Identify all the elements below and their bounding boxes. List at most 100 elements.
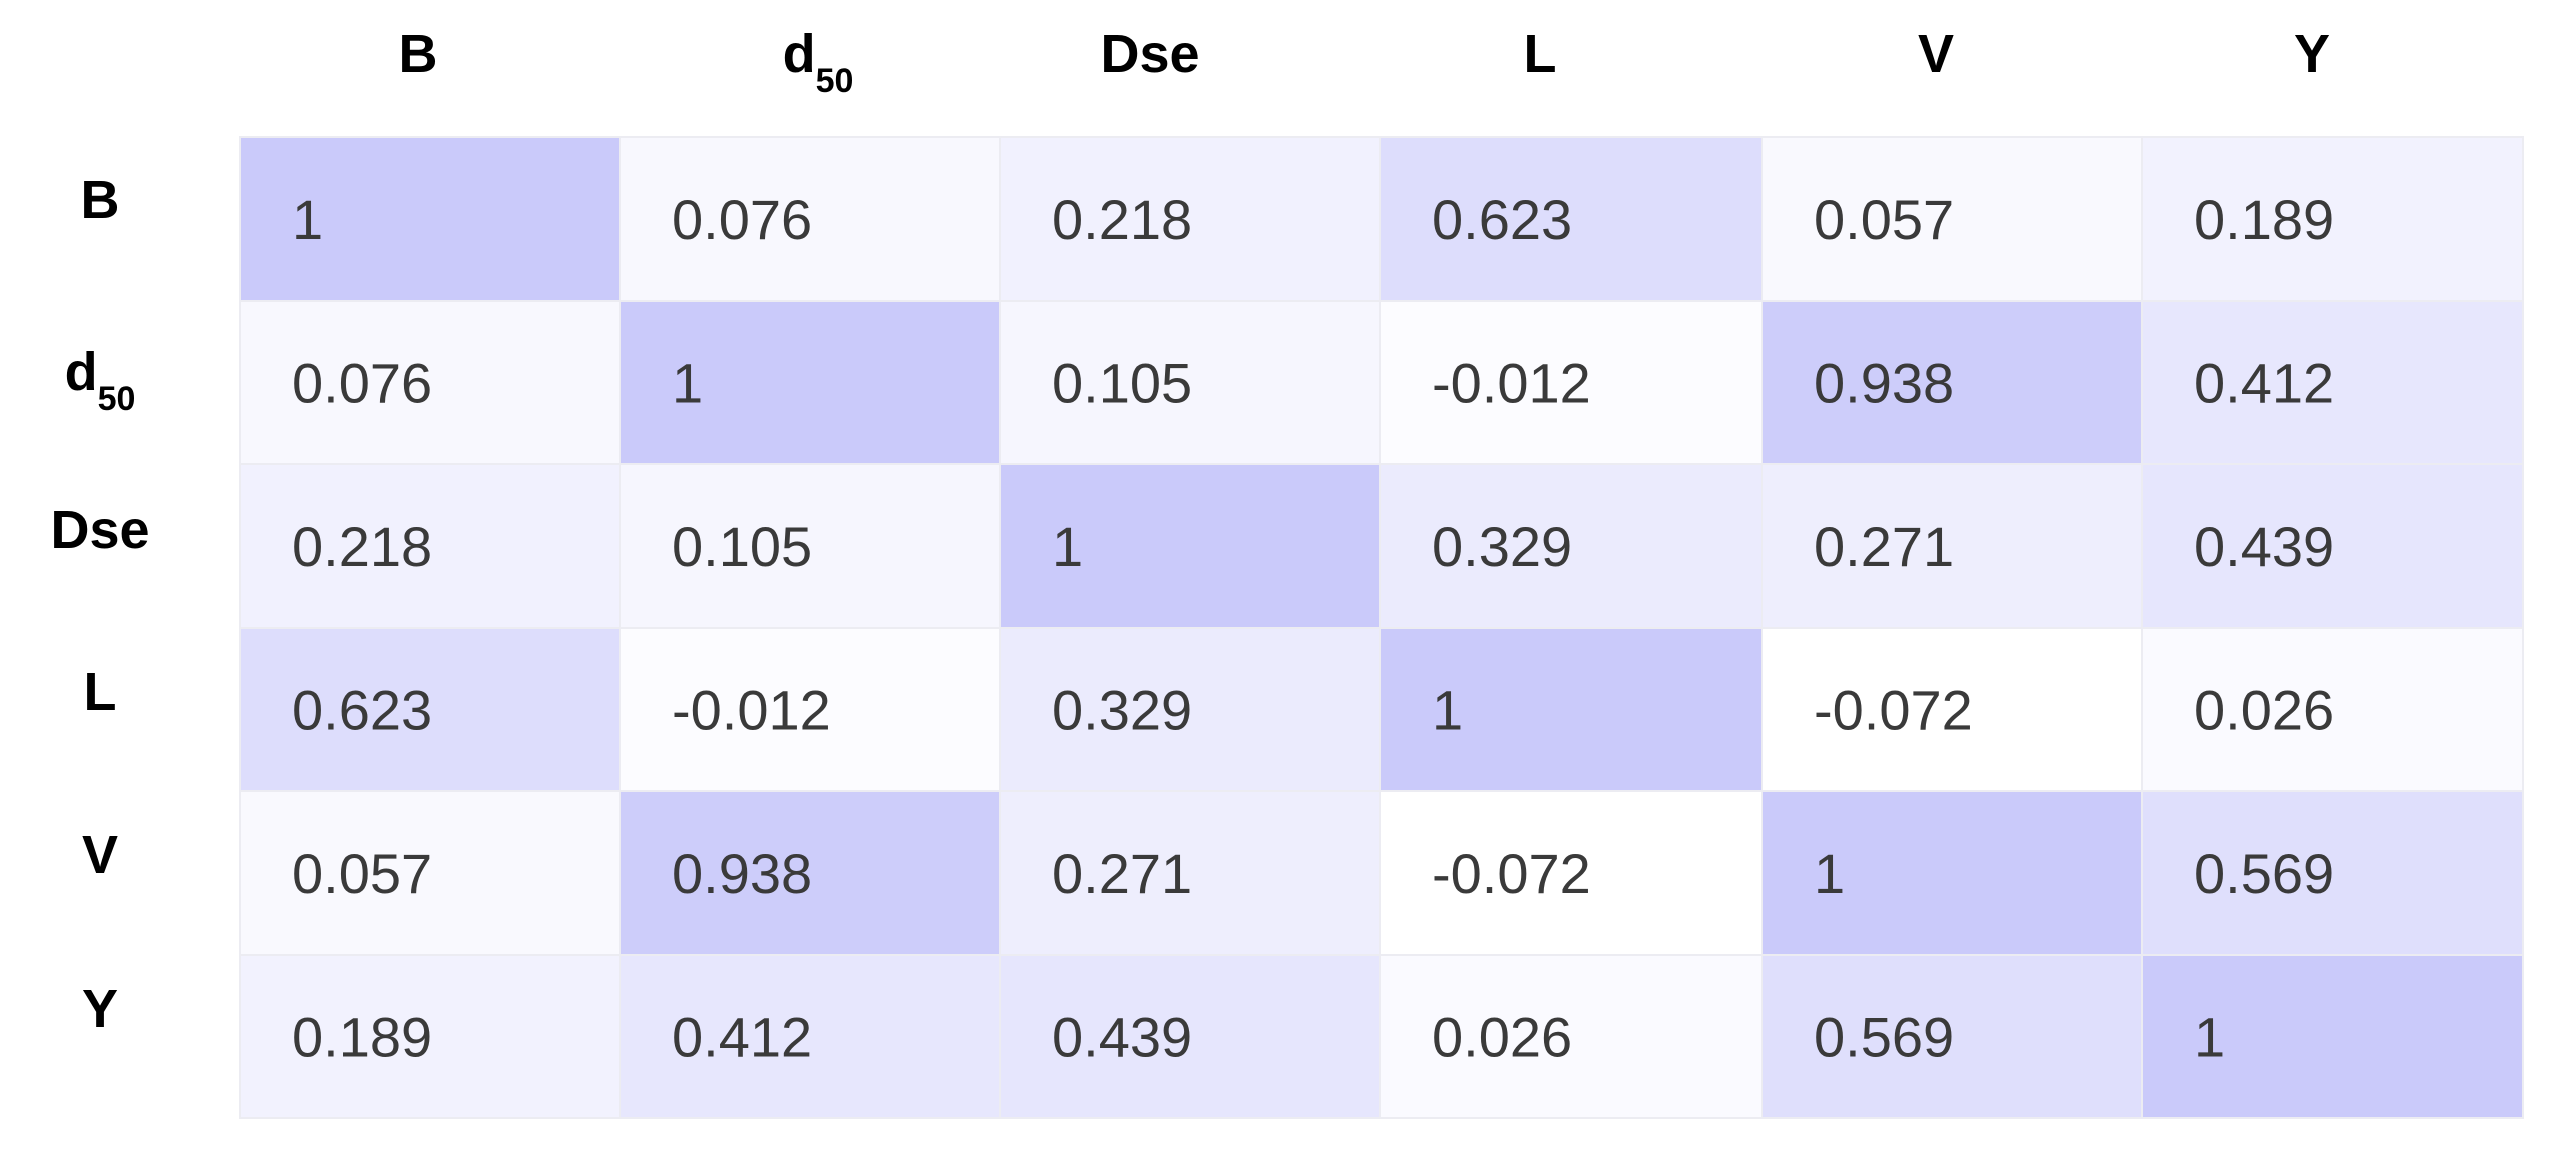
heatmap-cell: -0.012 xyxy=(619,627,1001,792)
heatmap-cell: 0.412 xyxy=(2141,300,2524,465)
heatmap-cell-value: 0.105 xyxy=(672,515,812,578)
heatmap-cell-value: 0.076 xyxy=(672,188,812,251)
heatmap-cell-value: 0.026 xyxy=(1432,1006,1572,1069)
heatmap-cell-value: 0.412 xyxy=(2194,352,2334,415)
heatmap-cell-fill xyxy=(1379,627,1763,792)
heatmap-cell: 0.189 xyxy=(2141,136,2524,302)
heatmap-cell-value: -0.072 xyxy=(1432,842,1591,905)
heatmap-cell-fill xyxy=(999,790,1381,956)
heatmap-cell: 0.439 xyxy=(999,954,1381,1119)
heatmap-cell-value: 0.026 xyxy=(2194,679,2334,742)
heatmap-cell-value: 1 xyxy=(1432,679,1463,742)
heatmap-cell-fill xyxy=(619,300,1001,465)
heatmap-cell: 0.026 xyxy=(1379,954,1763,1119)
heatmap-cell-fill xyxy=(1761,627,2143,792)
heatmap-cell-value: 0.569 xyxy=(2194,842,2334,905)
heatmap-cell-fill xyxy=(1761,790,2143,956)
column-label-main: d xyxy=(783,24,816,84)
heatmap-cell-value: 0.189 xyxy=(2194,188,2334,251)
column-label-main: Y xyxy=(2294,24,2330,84)
row-label-main: V xyxy=(82,825,118,885)
heatmap-cell-value: 0.938 xyxy=(672,842,812,905)
heatmap-cell-fill xyxy=(239,463,621,629)
heatmap-cell-value: 1 xyxy=(2194,1006,2225,1069)
heatmap-cell: 0.938 xyxy=(1761,300,2143,465)
column-label: d50 xyxy=(783,24,854,100)
column-label-main: L xyxy=(1524,24,1557,84)
heatmap-cell-fill xyxy=(999,627,1381,792)
heatmap-cell: 0.329 xyxy=(1379,463,1763,629)
heatmap-cell: 0.218 xyxy=(239,463,621,629)
heatmap-cell: 0.105 xyxy=(999,300,1381,465)
heatmap-cell-value: 0.569 xyxy=(1814,1006,1954,1069)
heatmap-cells: 1 0.076 0.218 0.623 0.057 0.189 0.076 1 0.105 -0.… xyxy=(239,136,2524,1119)
heatmap-cell-fill xyxy=(2141,790,2524,956)
heatmap-cell-fill xyxy=(2141,300,2524,465)
heatmap-cell-value: 0.938 xyxy=(1814,352,1954,415)
heatmap-cell: -0.072 xyxy=(1379,790,1763,956)
heatmap-cell-value: 1 xyxy=(672,352,703,415)
heatmap-cell-value: 0.439 xyxy=(2194,515,2334,578)
heatmap-cell-value: 0.329 xyxy=(1432,515,1572,578)
heatmap-cell-value: 0.057 xyxy=(292,842,432,905)
row-label-main: d xyxy=(65,342,98,402)
heatmap-cell: 0.189 xyxy=(239,954,621,1119)
row-label: V xyxy=(82,825,118,885)
heatmap-cell-value: 0.623 xyxy=(1432,188,1572,251)
heatmap-cell-value: -0.012 xyxy=(672,679,831,742)
heatmap-cell: 1 xyxy=(1761,790,2143,956)
heatmap-cell-fill xyxy=(2141,136,2524,302)
heatmap-cell: 0.569 xyxy=(2141,790,2524,956)
heatmap-cell-value: 0.623 xyxy=(292,679,432,742)
column-label: Y xyxy=(2294,24,2330,84)
heatmap-cell-value: -0.012 xyxy=(1432,352,1591,415)
heatmap-cell: 0.271 xyxy=(999,790,1381,956)
heatmap-cell: 0.412 xyxy=(619,954,1001,1119)
heatmap-cell: 0.439 xyxy=(2141,463,2524,629)
heatmap-cell: 0.938 xyxy=(619,790,1001,956)
heatmap-cell-fill xyxy=(1379,954,1763,1119)
heatmap-cell-fill xyxy=(619,136,1001,302)
heatmap-cell-fill xyxy=(2141,954,2524,1119)
heatmap-cell: 0.026 xyxy=(2141,627,2524,792)
row-label: d50 xyxy=(65,342,136,418)
column-label: L xyxy=(1524,24,1557,84)
heatmap-cell-value: 0.412 xyxy=(672,1006,812,1069)
heatmap-cell: 0.057 xyxy=(239,790,621,956)
heatmap-cell-fill xyxy=(2141,463,2524,629)
heatmap-cell-value: 0.218 xyxy=(1052,188,1192,251)
column-label-subscript: 50 xyxy=(816,62,854,100)
heatmap-cell-value: 0.076 xyxy=(292,352,432,415)
column-label: Dse xyxy=(1100,24,1199,84)
heatmap-cell: 0.271 xyxy=(1761,463,2143,629)
column-label-main: V xyxy=(1918,24,1954,84)
column-label-main: B xyxy=(399,24,438,84)
heatmap-cell: 1 xyxy=(619,300,1001,465)
row-label-subscript: 50 xyxy=(98,380,136,418)
row-label-main: Dse xyxy=(50,500,149,560)
heatmap-cell-fill xyxy=(1761,463,2143,629)
heatmap-cell-fill xyxy=(619,463,1001,629)
heatmap-cell-value: 0.105 xyxy=(1052,352,1192,415)
row-label: Y xyxy=(82,979,118,1039)
heatmap-cell-fill xyxy=(999,136,1381,302)
column-label: V xyxy=(1918,24,1954,84)
heatmap-cell-fill xyxy=(239,136,621,302)
heatmap-cell: 0.329 xyxy=(999,627,1381,792)
row-label-main: Y xyxy=(82,979,118,1039)
heatmap-cell-fill xyxy=(1379,300,1763,465)
heatmap-cell-value: 0.271 xyxy=(1052,842,1192,905)
heatmap-cell: 0.057 xyxy=(1761,136,2143,302)
heatmap-cell-fill xyxy=(619,627,1001,792)
heatmap-cell-fill xyxy=(1761,954,2143,1119)
heatmap-cell-value: 0.439 xyxy=(1052,1006,1192,1069)
heatmap-cell: 0.623 xyxy=(239,627,621,792)
heatmap-cell-value: 0.189 xyxy=(292,1006,432,1069)
heatmap-cell: 1 xyxy=(239,136,621,302)
heatmap-cell: 1 xyxy=(999,463,1381,629)
heatmap-cell: -0.072 xyxy=(1761,627,2143,792)
heatmap-cell-fill xyxy=(239,954,621,1119)
row-label: B xyxy=(81,170,120,230)
heatmap-cell-value: 0.329 xyxy=(1052,679,1192,742)
